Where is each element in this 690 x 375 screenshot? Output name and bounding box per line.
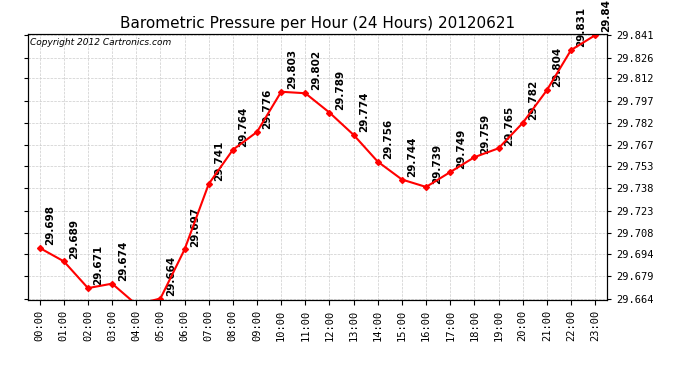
Text: 29.831: 29.831 (577, 7, 586, 47)
Text: 29.664: 29.664 (166, 255, 176, 296)
Text: 29.741: 29.741 (215, 141, 224, 181)
Text: 29.802: 29.802 (311, 50, 321, 90)
Text: Copyright 2012 Cartronics.com: Copyright 2012 Cartronics.com (30, 38, 172, 47)
Text: 29.804: 29.804 (553, 47, 562, 87)
Text: 29.803: 29.803 (287, 49, 297, 89)
Text: 29.841: 29.841 (601, 0, 611, 33)
Text: 29.744: 29.744 (408, 136, 417, 177)
Text: 29.756: 29.756 (384, 118, 393, 159)
Text: 29.739: 29.739 (432, 144, 442, 184)
Text: 29.782: 29.782 (529, 80, 538, 120)
Text: 29.764: 29.764 (239, 106, 248, 147)
Text: 29.671: 29.671 (94, 245, 104, 285)
Text: 29.674: 29.674 (118, 240, 128, 281)
Text: 29.765: 29.765 (504, 105, 514, 146)
Text: 29.660: 29.660 (0, 374, 1, 375)
Title: Barometric Pressure per Hour (24 Hours) 20120621: Barometric Pressure per Hour (24 Hours) … (120, 16, 515, 31)
Text: 29.697: 29.697 (190, 207, 200, 247)
Text: 29.789: 29.789 (335, 70, 345, 110)
Text: 29.774: 29.774 (359, 92, 369, 132)
Text: 29.689: 29.689 (70, 219, 79, 258)
Text: 29.759: 29.759 (480, 114, 490, 154)
Text: 29.698: 29.698 (46, 205, 55, 245)
Text: 29.749: 29.749 (456, 129, 466, 169)
Text: 29.776: 29.776 (263, 89, 273, 129)
